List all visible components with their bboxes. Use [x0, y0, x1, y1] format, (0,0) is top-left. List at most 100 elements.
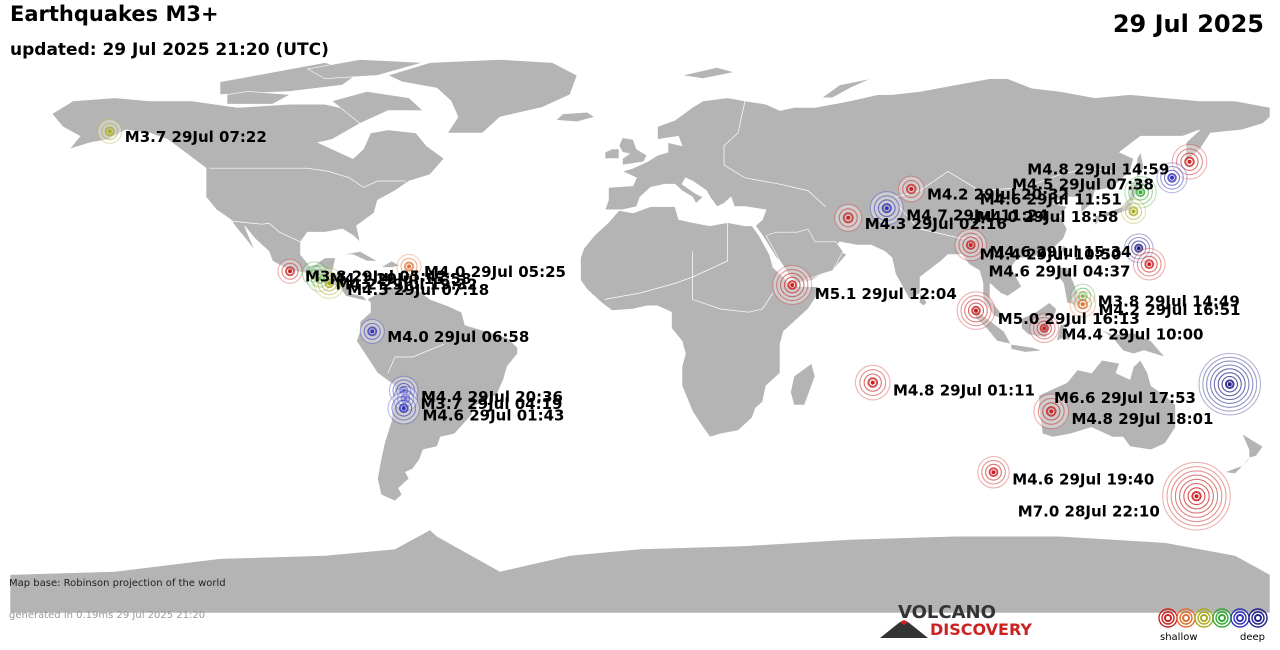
quake-ring [324, 278, 335, 289]
greenland-landmass [387, 59, 578, 134]
quake-marker[interactable] [1162, 461, 1231, 531]
quake-marker[interactable] [1156, 162, 1188, 194]
quake-ring [317, 271, 342, 296]
quake-label: M4.2 29Jul 19:32 [336, 275, 478, 293]
sulawesi-landmass [1056, 321, 1075, 342]
japan-landmass [1094, 179, 1149, 227]
quake-marker[interactable] [854, 364, 891, 401]
quake-marker[interactable] [1124, 175, 1157, 209]
quake-ring [838, 208, 858, 228]
quake-marker[interactable] [313, 267, 345, 299]
quake-marker[interactable] [396, 253, 422, 279]
quake-ring [863, 373, 882, 392]
quake-epicenter [403, 396, 408, 401]
quake-marker[interactable] [277, 258, 303, 284]
quake-epicenter [107, 129, 112, 134]
map-date: 29 Jul 2025 [1112, 10, 1264, 38]
country-border-line [895, 167, 1113, 198]
quake-ring [310, 269, 329, 288]
quake-marker[interactable] [954, 228, 987, 262]
quake-ring [1033, 316, 1056, 340]
antarctica-landmass [9, 529, 1271, 614]
quake-epicenter [370, 329, 375, 334]
quake-label: M4.3 29Jul 02:16 [865, 215, 1007, 233]
madagascar-landmass [790, 362, 816, 406]
quake-label: M3.7 29Jul 04:19 [421, 395, 563, 413]
quake-marker[interactable] [1033, 393, 1070, 430]
quake-label: M4.6 29Jul 04:37 [989, 262, 1131, 280]
quake-epicenter [909, 187, 914, 191]
quake-marker[interactable] [1133, 247, 1166, 281]
quake-ring [395, 399, 413, 417]
quake-label: M4.1 29Jul 15:58 [330, 270, 472, 288]
logo-line-discovery: DISCOVERY [930, 620, 1033, 639]
country-border-line [604, 222, 728, 300]
quake-epicenter [1194, 494, 1199, 499]
quake-marker[interactable] [1198, 352, 1262, 416]
quake-ring [1176, 148, 1203, 176]
quake-ring [1163, 169, 1181, 186]
quake-ring [391, 395, 417, 421]
legend-depth-ring [1164, 614, 1172, 622]
legend-depth-ring [1248, 608, 1268, 628]
quake-epicenter [407, 264, 411, 269]
quake-ring [1132, 183, 1149, 201]
quake-ring [1140, 255, 1158, 273]
quake-label: M4.6 29Jul 19:40 [1012, 470, 1154, 488]
quake-epicenter [790, 283, 795, 287]
quake-marker[interactable] [387, 391, 420, 425]
svalbard-landmass [681, 67, 735, 79]
quake-marker[interactable] [897, 175, 925, 203]
quake-epicenter [870, 380, 875, 385]
depth-legend: shallow deep [1158, 606, 1278, 646]
quake-marker[interactable] [359, 318, 385, 344]
quake-marker[interactable] [1069, 290, 1097, 318]
logo-line-volcano: VOLCANO [898, 602, 996, 623]
legend-depth-ring [1182, 614, 1190, 622]
quake-ring [367, 326, 378, 337]
quake-ring [1077, 298, 1089, 310]
quake-label: M4.4 29Jul 10:00 [1062, 326, 1204, 344]
updated-timestamp: updated: 29 Jul 2025 21:20 (UTC) [10, 40, 329, 60]
cuba-landmass [342, 251, 378, 262]
quake-marker[interactable] [869, 191, 904, 226]
quake-epicenter [846, 215, 851, 220]
south-america-landmass [356, 286, 518, 502]
volcano-discovery-logo[interactable]: VOLCANO DISCOVERY [880, 602, 1040, 642]
quake-ring [101, 122, 119, 140]
eurasia-landmass [604, 78, 1271, 321]
quake-marker[interactable] [1120, 198, 1147, 224]
quake-marker[interactable] [1029, 313, 1060, 344]
baffin-landmass [331, 91, 424, 124]
quake-marker[interactable] [97, 118, 123, 144]
quake-marker[interactable] [834, 203, 863, 232]
sakhalin-landmass [1136, 151, 1145, 179]
quake-marker[interactable] [772, 264, 813, 306]
quake-ring [1037, 397, 1065, 425]
depth-legend-rings [1158, 608, 1268, 628]
iceland-landmass [555, 111, 596, 123]
quake-ring [787, 280, 798, 290]
quake-ring [1073, 295, 1092, 314]
quake-marker[interactable] [1123, 233, 1154, 264]
quake-marker[interactable] [956, 291, 996, 330]
legend-deep-label: deep [1240, 632, 1265, 643]
volcano-mountain-icon [880, 620, 928, 638]
quake-ring [842, 212, 854, 224]
quake-marker[interactable] [392, 386, 419, 412]
quake-epicenter [1170, 175, 1174, 180]
quake-label: M4.5 29Jul 07:38 [1012, 176, 1154, 194]
legend-depth-ring [1161, 611, 1175, 625]
quake-label: M4.2 29Jul 20:32 [927, 186, 1069, 204]
quake-ring [981, 459, 1006, 485]
quake-ring [1131, 240, 1147, 256]
quake-ring [1144, 259, 1155, 270]
quake-marker[interactable] [977, 455, 1010, 489]
quake-ring [1128, 179, 1153, 205]
quake-ring [1042, 402, 1061, 421]
quake-label: M5.0 29Jul 16:13 [998, 310, 1140, 328]
quake-ring [967, 302, 985, 319]
quake-ring [1206, 360, 1254, 408]
legend-depth-ring [1218, 614, 1226, 622]
